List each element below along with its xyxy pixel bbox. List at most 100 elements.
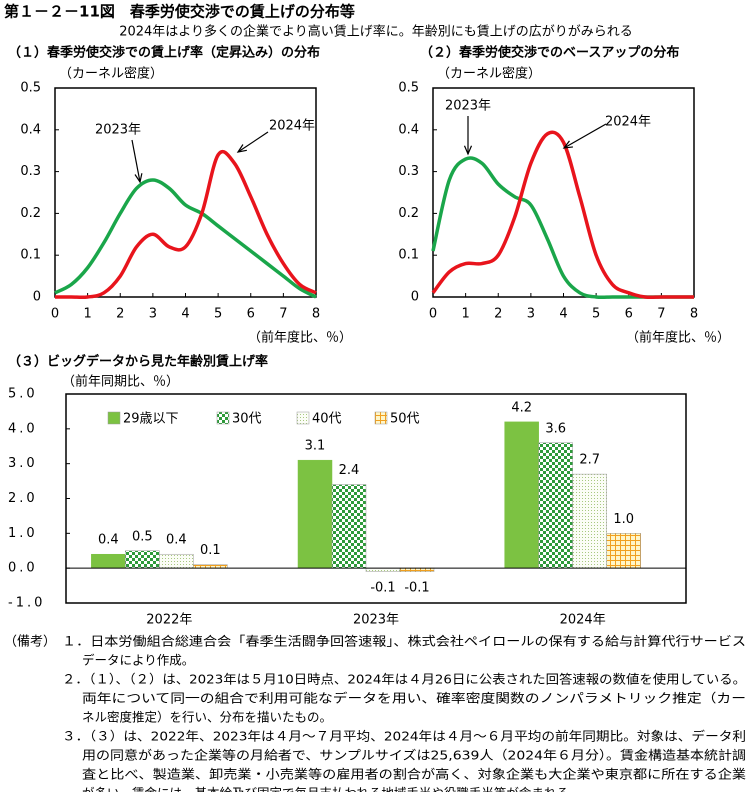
plot-frame bbox=[432, 87, 695, 298]
x-tick-label: 2 bbox=[116, 307, 124, 322]
y-tick-label: 0.1 bbox=[20, 248, 41, 263]
notes-label: （備考） bbox=[4, 634, 56, 650]
y-tick-label: 0.3 bbox=[20, 164, 41, 179]
x-tick-label: 6 bbox=[625, 307, 633, 322]
x-tick-label: 2022年 bbox=[146, 613, 192, 628]
y-axis-label: （前年同期比、％） bbox=[62, 374, 179, 390]
bar bbox=[91, 553, 126, 569]
x-axis-label: （前年度比、％） bbox=[626, 330, 730, 346]
legend-swatch bbox=[216, 411, 230, 425]
x-tick-label: 1 bbox=[83, 307, 91, 322]
x-tick-label: 7 bbox=[657, 307, 665, 322]
x-tick-label: 8 bbox=[690, 307, 698, 322]
legend-label: 30代 bbox=[232, 412, 262, 427]
x-tick-label: 1 bbox=[461, 307, 469, 322]
legend-swatch bbox=[296, 411, 310, 425]
y-axis-label: （カーネル密度） bbox=[437, 66, 541, 82]
legend-swatch bbox=[107, 411, 121, 425]
figure-title: 第１－２－11図 春季労使交渉での賃上げの分布等 bbox=[4, 3, 355, 21]
annotation-arrow bbox=[237, 131, 269, 153]
bar bbox=[331, 484, 367, 569]
arrow-head bbox=[134, 173, 143, 184]
x-tick-label: 8 bbox=[312, 307, 320, 322]
note-line: ２．（１）、（２）は、2023年は５月10日時点、2024年は４月26日に公表さ… bbox=[62, 672, 746, 687]
y-tick-label: 0 bbox=[33, 290, 41, 305]
plot-frame bbox=[54, 87, 317, 298]
y-tick-label: 5.0 bbox=[8, 387, 38, 402]
bar bbox=[159, 553, 194, 569]
note-line: ３．（３）は、2022年、2023年は４月～７月平均、2024年は４月～６月平均… bbox=[62, 729, 746, 744]
value-label: 3.6 bbox=[545, 421, 566, 436]
value-label: 4.2 bbox=[511, 400, 532, 415]
value-label: 1.0 bbox=[613, 512, 634, 527]
bar bbox=[297, 459, 333, 569]
density-line bbox=[431, 130, 694, 300]
y-tick-label: 1.0 bbox=[8, 526, 38, 541]
note-line: １．日本労働組合総連合会「春季生活闘争回答速報」、株式会社ペイロールの保有する給… bbox=[62, 634, 746, 649]
y-axis-label: （カーネル密度） bbox=[59, 66, 163, 82]
note-line: 査と比べ、製造業、卸売業・小売業等の雇用者の割合が高く、対象企業も大企業や東京都… bbox=[82, 767, 747, 782]
x-tick-label: 2023年 bbox=[353, 613, 399, 628]
y-tick-label: 0.4 bbox=[20, 122, 41, 137]
y-tick-label: 0.2 bbox=[20, 206, 41, 221]
arrow-head bbox=[463, 145, 473, 156]
note-line: ネル密度推定）を行い、分布を描いたもの。 bbox=[82, 710, 332, 725]
legend-swatch bbox=[374, 411, 388, 425]
value-label: 2.7 bbox=[579, 453, 600, 468]
value-label: 0.4 bbox=[98, 533, 119, 548]
plot-frame bbox=[65, 393, 687, 604]
x-tick-label: 6 bbox=[247, 307, 255, 322]
x-tick-label: 0 bbox=[51, 307, 59, 322]
value-label: -0.1 bbox=[370, 581, 395, 596]
bar bbox=[606, 533, 641, 569]
bar bbox=[193, 564, 228, 569]
legend-label: 29歳以下 bbox=[123, 412, 179, 427]
arrow-head bbox=[562, 140, 574, 149]
x-axis-label: （前年度比、％） bbox=[248, 330, 352, 346]
x-tick-label: 0 bbox=[429, 307, 437, 322]
y-tick-label: 0.1 bbox=[398, 248, 419, 263]
x-tick-label: 3 bbox=[149, 307, 157, 322]
chart-title: （３）ビッグデータから見た年齢別賃上げ率 bbox=[8, 354, 268, 370]
x-tick-label: 5 bbox=[214, 307, 222, 322]
value-label: 0.5 bbox=[132, 529, 153, 544]
value-label: -0.1 bbox=[404, 581, 429, 596]
bar bbox=[572, 473, 607, 569]
value-label: 3.1 bbox=[305, 439, 326, 454]
x-tick-label: 3 bbox=[527, 307, 535, 322]
annotation: 2024年 bbox=[605, 115, 651, 130]
annotation: 2023年 bbox=[445, 99, 491, 114]
chart-title: （１）春季労使交渉での賃上げ率（定昇込み）の分布 bbox=[8, 45, 320, 61]
note-line: 用の同意があった企業等の月給者で、サンプルサイズは25,639人（2024年６月… bbox=[82, 748, 746, 763]
value-label: 0.4 bbox=[166, 533, 187, 548]
x-tick-label: 2024年 bbox=[560, 613, 606, 628]
figure-subtitle: 2024年はより多くの企業でより高い賃上げ率に。年齢別にも賃上げの広がりがみられ… bbox=[119, 24, 633, 40]
y-tick-label: 0.0 bbox=[8, 561, 38, 576]
y-tick-label: 0.2 bbox=[398, 206, 419, 221]
bar bbox=[365, 567, 401, 572]
y-tick-label: 0.3 bbox=[398, 164, 419, 179]
y-tick-label: 4.0 bbox=[8, 421, 38, 436]
x-tick-label: 2 bbox=[494, 307, 502, 322]
bar bbox=[504, 421, 539, 569]
y-tick-label: -1.0 bbox=[8, 596, 45, 611]
y-tick-label: 2.0 bbox=[8, 491, 38, 506]
annotation-arrow bbox=[563, 123, 607, 149]
y-tick-label: 0.5 bbox=[20, 81, 41, 96]
density-line bbox=[431, 156, 694, 300]
bar bbox=[399, 567, 435, 572]
bar bbox=[125, 550, 160, 569]
note-line: 両年について同一の組合で利用可能なデータを用い、確率密度関数のノンパラメトリック… bbox=[82, 691, 746, 706]
y-tick-label: 3.0 bbox=[8, 456, 38, 471]
value-label: 0.1 bbox=[200, 543, 221, 558]
note-line: が多い。賃金には、基本給及び固定で毎月支払われる地域手当や役職手当等が含まれる。 bbox=[82, 786, 581, 792]
legend-label: 40代 bbox=[312, 412, 342, 427]
y-tick-label: 0.5 bbox=[398, 81, 419, 96]
legend-label: 50代 bbox=[390, 412, 420, 427]
bar bbox=[538, 442, 573, 569]
chart-title: （２）春季労使交渉でのベースアップの分布 bbox=[420, 45, 679, 61]
density-line bbox=[55, 149, 317, 300]
annotation-arrow bbox=[131, 139, 141, 183]
annotation: 2023年 bbox=[95, 123, 141, 138]
